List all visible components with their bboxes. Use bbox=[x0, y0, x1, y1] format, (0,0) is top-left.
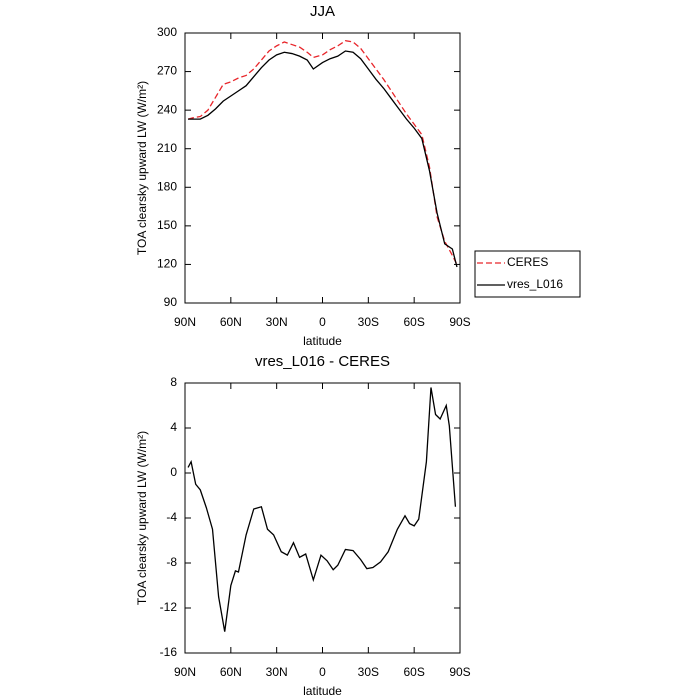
data-line bbox=[188, 50, 458, 268]
y-tick-label: -4 bbox=[166, 510, 177, 524]
y-tick-label: 120 bbox=[157, 257, 177, 271]
y-tick-label: -12 bbox=[160, 600, 178, 614]
y-tick-label: -16 bbox=[160, 645, 178, 659]
legend-box bbox=[474, 250, 581, 298]
x-tick-label: 60S bbox=[403, 315, 424, 329]
x-tick-label: 90S bbox=[449, 315, 470, 329]
chart-title: JJA bbox=[310, 3, 335, 20]
data-line bbox=[187, 387, 457, 632]
y-tick-label: 180 bbox=[157, 179, 177, 193]
y-tick-label: -8 bbox=[166, 555, 177, 569]
y-tick-label: 0 bbox=[170, 465, 177, 479]
x-tick-label: 30S bbox=[358, 315, 379, 329]
x-tick-label: 90N bbox=[174, 315, 196, 329]
data-line bbox=[187, 40, 458, 265]
y-tick-label: 8 bbox=[170, 375, 177, 389]
chart-title: vres_L016 - CERES bbox=[255, 353, 390, 370]
y-tick-label: 240 bbox=[157, 102, 177, 116]
y-tick-label: 300 bbox=[157, 25, 177, 39]
y-tick-label: 90 bbox=[164, 295, 178, 309]
x-tick-label: 0 bbox=[319, 665, 326, 679]
y-tick-label: 4 bbox=[170, 420, 177, 434]
x-tick-label: 30N bbox=[266, 315, 288, 329]
x-tick-label: 60S bbox=[403, 665, 424, 679]
y-axis-label: TOA clearsky upward LW (W/m²) bbox=[135, 81, 149, 255]
legend-label: CERES bbox=[507, 255, 548, 269]
plot-frame bbox=[184, 32, 461, 304]
x-axis-label: latitude bbox=[303, 684, 342, 698]
x-tick-label: 0 bbox=[319, 315, 326, 329]
y-axis-label: TOA clearsky upward LW (W/m²) bbox=[135, 431, 149, 605]
y-tick-label: 210 bbox=[157, 141, 177, 155]
x-axis-label: latitude bbox=[303, 334, 342, 348]
x-tick-label: 30S bbox=[358, 665, 379, 679]
y-tick-label: 270 bbox=[157, 64, 177, 78]
legend-label: vres_L016 bbox=[507, 277, 563, 291]
x-tick-label: 60N bbox=[220, 665, 242, 679]
x-tick-label: 30N bbox=[266, 665, 288, 679]
x-tick-label: 90N bbox=[174, 665, 196, 679]
x-tick-label: 90S bbox=[449, 665, 470, 679]
x-tick-label: 60N bbox=[220, 315, 242, 329]
y-tick-label: 150 bbox=[157, 218, 177, 232]
